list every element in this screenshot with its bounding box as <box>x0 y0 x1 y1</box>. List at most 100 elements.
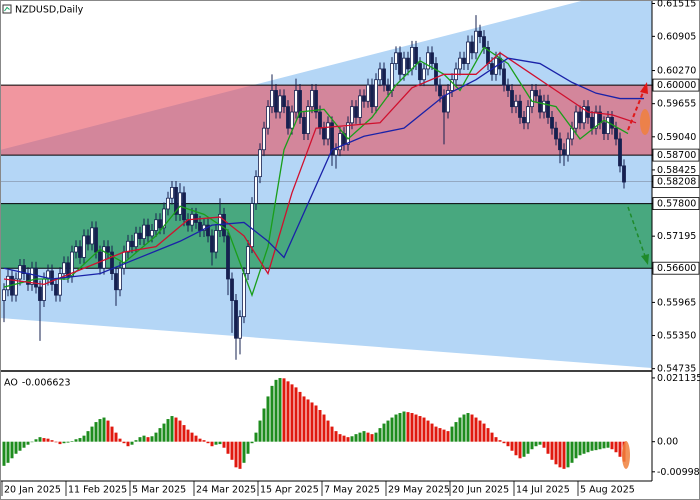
ao-bar <box>514 441 518 456</box>
ao-bar <box>302 396 306 442</box>
ao-bar <box>18 441 22 451</box>
ao-bar <box>526 441 530 454</box>
ao-bar <box>446 431 450 442</box>
candle-body <box>518 100 522 118</box>
candle-body <box>150 230 154 237</box>
ao-bar <box>294 387 298 442</box>
ao-bar <box>82 435 86 442</box>
ao-bar <box>86 431 90 442</box>
ao-bar <box>158 428 162 442</box>
ao-bar <box>390 417 394 442</box>
candle-body <box>338 133 342 151</box>
ao-bar <box>226 441 230 454</box>
candle-body <box>330 122 334 156</box>
ao-bar <box>66 441 70 443</box>
candle-body <box>146 224 150 237</box>
candle-body <box>450 79 454 91</box>
x-tick-label: 20 Jun 2025 <box>452 485 509 496</box>
candle-body <box>614 127 618 140</box>
x-tick-label: 7 May 2025 <box>324 485 380 496</box>
candle-body <box>310 90 314 108</box>
ao-bar <box>258 420 262 442</box>
candle-body <box>406 57 410 70</box>
candle-body <box>578 111 582 124</box>
y-tick-label: 0.59040 <box>657 132 696 143</box>
data-layer <box>2 15 644 469</box>
ao-bar <box>202 440 206 442</box>
ao-bar <box>618 441 622 457</box>
ao-bar <box>286 381 290 442</box>
ao-bar <box>338 434 342 442</box>
symbol-icon-mark <box>4 6 10 12</box>
candle-body <box>234 300 238 339</box>
ao-bar <box>138 437 142 442</box>
ao-bar <box>502 441 506 444</box>
candle-body <box>370 84 374 108</box>
candle-body <box>262 127 266 151</box>
ao-bar <box>406 412 410 442</box>
ao-bar <box>210 441 214 447</box>
ao-bar <box>566 441 570 468</box>
candle-body <box>214 230 218 253</box>
candle-body <box>226 235 230 280</box>
ao-bar <box>602 441 606 449</box>
ao-bar <box>266 396 270 442</box>
highlight <box>640 109 650 135</box>
x-tick-label: 20 Jan 2025 <box>4 485 61 496</box>
candle-body <box>426 52 430 70</box>
indicator-title: AO <box>4 378 18 389</box>
price-box <box>652 197 700 210</box>
ao-bar <box>530 441 534 450</box>
ao-bar <box>482 423 486 442</box>
ao-bar <box>310 402 314 442</box>
candle-body <box>550 117 554 129</box>
ao-bar <box>558 441 562 468</box>
candle-body <box>302 117 306 134</box>
indicator-line <box>3 51 637 286</box>
candle-body <box>542 100 546 113</box>
x-tick-label: 5 Aug 2025 <box>580 485 635 496</box>
candle-body <box>162 208 166 229</box>
candle-body <box>94 227 98 253</box>
ao-bar <box>206 441 210 444</box>
ao-bar <box>146 437 150 442</box>
candle-body <box>58 273 62 296</box>
ao-bar <box>450 426 454 442</box>
candle-body <box>394 52 398 64</box>
ao-bar <box>254 432 258 442</box>
ao-bar <box>574 441 578 459</box>
ao-bar <box>562 441 566 469</box>
candle-body <box>38 286 42 301</box>
y-tick-label: 0.00 <box>657 437 678 448</box>
ao-bar <box>330 426 334 442</box>
ao-bar <box>78 438 82 442</box>
candle-body <box>278 95 282 113</box>
candle-body <box>286 106 290 129</box>
candle-body <box>246 246 250 274</box>
ao-bar <box>298 391 302 442</box>
ao-bar <box>30 441 34 443</box>
y-tick-label: 0.55965 <box>657 297 696 308</box>
candle-body <box>510 90 514 108</box>
ao-bar <box>354 434 358 442</box>
candle-body <box>222 213 226 237</box>
ao-bar <box>598 441 602 450</box>
ao-bar <box>38 437 42 442</box>
y-tick-label: 0.59655 <box>657 99 696 110</box>
ao-bar <box>58 441 62 445</box>
ao-bar <box>222 441 226 448</box>
ao-bar <box>370 434 374 442</box>
ao-bar <box>94 422 98 442</box>
ao-bar <box>10 441 14 459</box>
price-box <box>652 175 700 189</box>
candle-body <box>462 57 466 64</box>
ao-bar <box>586 441 590 453</box>
ao-bar <box>194 435 198 442</box>
ao-bar <box>42 438 46 442</box>
candle-body <box>154 219 158 231</box>
indicator-line <box>3 57 644 280</box>
candle-body <box>34 267 38 288</box>
ao-bar <box>402 411 406 442</box>
ao-bar <box>22 441 26 448</box>
candle-body <box>106 246 110 253</box>
